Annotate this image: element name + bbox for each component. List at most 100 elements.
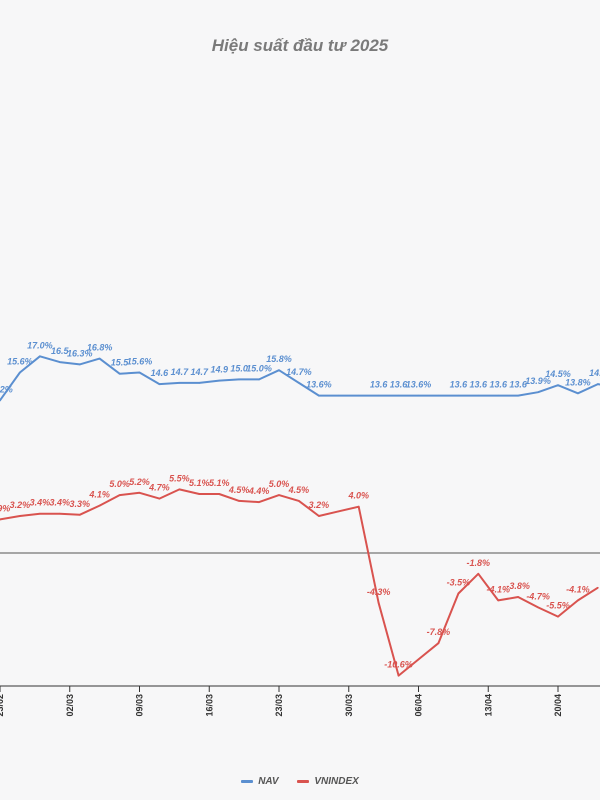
- x-tick-label: 06/04: [414, 694, 424, 717]
- data-label-vnindex: 3.3%: [69, 499, 90, 509]
- data-label-nav: 15.6%: [127, 357, 153, 367]
- data-point-vnindex: [0, 518, 1, 521]
- data-point-nav: [497, 394, 500, 397]
- data-label-vnindex: 5.0%: [269, 479, 290, 489]
- data-point-vnindex: [557, 615, 559, 618]
- data-label-nav: 13.6: [450, 380, 469, 390]
- data-label-vnindex: -4.3%: [367, 587, 391, 597]
- data-label-nav: 15.0%: [246, 363, 272, 373]
- data-label-vnindex: -3.5%: [447, 577, 471, 587]
- data-label-nav: 16.5: [51, 346, 70, 356]
- data-point-vnindex: [437, 642, 440, 645]
- data-point-nav: [78, 363, 81, 366]
- data-point-vnindex: [258, 501, 260, 503]
- data-point-vnindex: [457, 592, 460, 595]
- x-tick-label: 20/04: [553, 694, 563, 717]
- data-point-vnindex: [78, 514, 81, 516]
- data-label-vnindex: -4.7%: [526, 591, 550, 601]
- data-point-vnindex: [218, 493, 221, 495]
- data-label-vnindex: 4.5%: [288, 485, 310, 495]
- data-label-nav: 14.7: [191, 367, 210, 377]
- data-point-vnindex: [577, 599, 579, 602]
- data-label-nav: 13.6: [470, 380, 489, 390]
- data-label-vnindex: 5.5%: [169, 473, 190, 483]
- data-point-vnindex: [39, 512, 41, 515]
- data-point-nav: [158, 383, 161, 385]
- data-point-vnindex: [138, 492, 141, 494]
- data-point-vnindex: [19, 515, 21, 517]
- data-point-nav: [557, 384, 559, 387]
- chart-title: Hiệu suất đầu tư 2025: [211, 36, 389, 55]
- data-label-vnindex: 5.1%: [189, 478, 210, 488]
- data-label-nav: 14.5%: [545, 369, 571, 379]
- data-label-nav: 15.8%: [266, 354, 292, 364]
- data-point-vnindex: [298, 500, 300, 502]
- data-point-vnindex: [118, 494, 121, 496]
- data-label-nav: 15.5: [111, 358, 130, 368]
- legend-item-nav[interactable]: NAV: [241, 776, 279, 787]
- data-point-vnindex: [537, 606, 539, 609]
- data-point-nav: [298, 382, 300, 384]
- data-point-nav: [118, 372, 121, 375]
- data-label-vnindex: 4.0%: [347, 491, 369, 501]
- data-label-nav: 13.6%: [406, 380, 432, 390]
- data-point-vnindex: [497, 599, 500, 602]
- data-label-nav: 13.6: [390, 380, 409, 390]
- data-label-vnindex: -10.6%: [384, 660, 413, 670]
- data-label-nav: 15.6%: [7, 357, 33, 367]
- data-point-vnindex: [198, 493, 201, 495]
- data-label-nav: 14.9: [210, 365, 228, 375]
- legend-item-vnindex[interactable]: VNINDEX: [297, 776, 359, 787]
- data-label-vnindex: 5.1%: [209, 478, 230, 488]
- data-label-nav: 17.0%: [27, 340, 53, 350]
- x-tick-label: 13/04: [483, 694, 493, 717]
- data-point-vnindex: [517, 596, 519, 598]
- data-label-vnindex: 3.4%: [50, 498, 71, 508]
- data-label-vnindex: 3.4%: [30, 498, 51, 508]
- data-point-nav: [39, 355, 41, 358]
- data-point-vnindex: [377, 601, 380, 604]
- data-point-nav: [457, 394, 460, 397]
- data-label-vnindex: -4.1%: [566, 584, 590, 594]
- data-label-vnindex: -4.1%: [486, 584, 510, 594]
- data-point-vnindex: [477, 573, 480, 575]
- data-label-nav: 13.2%: [0, 384, 13, 394]
- data-label-nav: 13.9%: [525, 376, 551, 386]
- x-tick-label: 30/03: [344, 694, 354, 717]
- data-point-nav: [58, 361, 61, 363]
- legend-label-nav: NAV: [258, 776, 279, 787]
- x-tick-label: 02/03: [65, 694, 75, 717]
- data-label-vnindex: 4.1%: [88, 490, 110, 500]
- data-point-nav: [138, 371, 141, 374]
- data-point-nav: [198, 382, 201, 384]
- data-point-nav: [437, 394, 440, 397]
- data-point-vnindex: [278, 494, 280, 496]
- data-point-nav: [238, 378, 240, 381]
- data-label-vnindex: -5.5%: [546, 601, 570, 611]
- data-point-nav: [98, 357, 101, 360]
- data-label-vnindex: 2.9%: [0, 503, 10, 513]
- data-point-nav: [537, 391, 539, 393]
- legend-swatch-vnindex: [297, 779, 310, 783]
- data-label-nav: 13.8%: [565, 377, 591, 387]
- x-tick-label: 23/03: [274, 694, 284, 717]
- data-point-vnindex: [397, 674, 400, 677]
- data-point-vnindex: [318, 515, 320, 517]
- data-point-nav: [218, 379, 221, 382]
- legend: NAV VNINDEX: [0, 776, 600, 787]
- data-point-vnindex: [158, 497, 161, 500]
- data-point-nav: [258, 378, 260, 381]
- data-label-vnindex: -1.8%: [467, 558, 491, 568]
- data-label-nav: 13.6: [370, 380, 389, 390]
- data-point-nav: [577, 392, 579, 395]
- data-point-vnindex: [178, 488, 181, 491]
- data-point-nav: [597, 383, 599, 385]
- data-label-vnindex: 4.5%: [228, 485, 250, 495]
- data-point-vnindex: [337, 510, 340, 513]
- data-label-nav: 16.8%: [87, 343, 113, 353]
- data-label-vnindex: 4.4%: [248, 486, 270, 496]
- data-point-vnindex: [98, 504, 101, 507]
- data-label-nav: 14.6: [589, 368, 600, 378]
- data-point-vnindex: [357, 505, 360, 508]
